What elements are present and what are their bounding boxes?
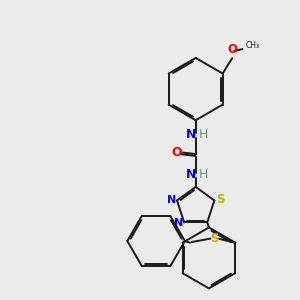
Text: N: N: [174, 218, 183, 228]
Text: O: O: [171, 146, 182, 159]
Text: N: N: [186, 128, 196, 141]
Text: H: H: [198, 128, 208, 141]
Text: H: H: [198, 167, 208, 181]
Text: N: N: [186, 167, 196, 181]
Text: N: N: [167, 195, 176, 205]
Text: O: O: [228, 43, 238, 56]
Text: CH₃: CH₃: [246, 41, 260, 50]
Text: S: S: [210, 232, 219, 245]
Text: S: S: [216, 193, 224, 206]
